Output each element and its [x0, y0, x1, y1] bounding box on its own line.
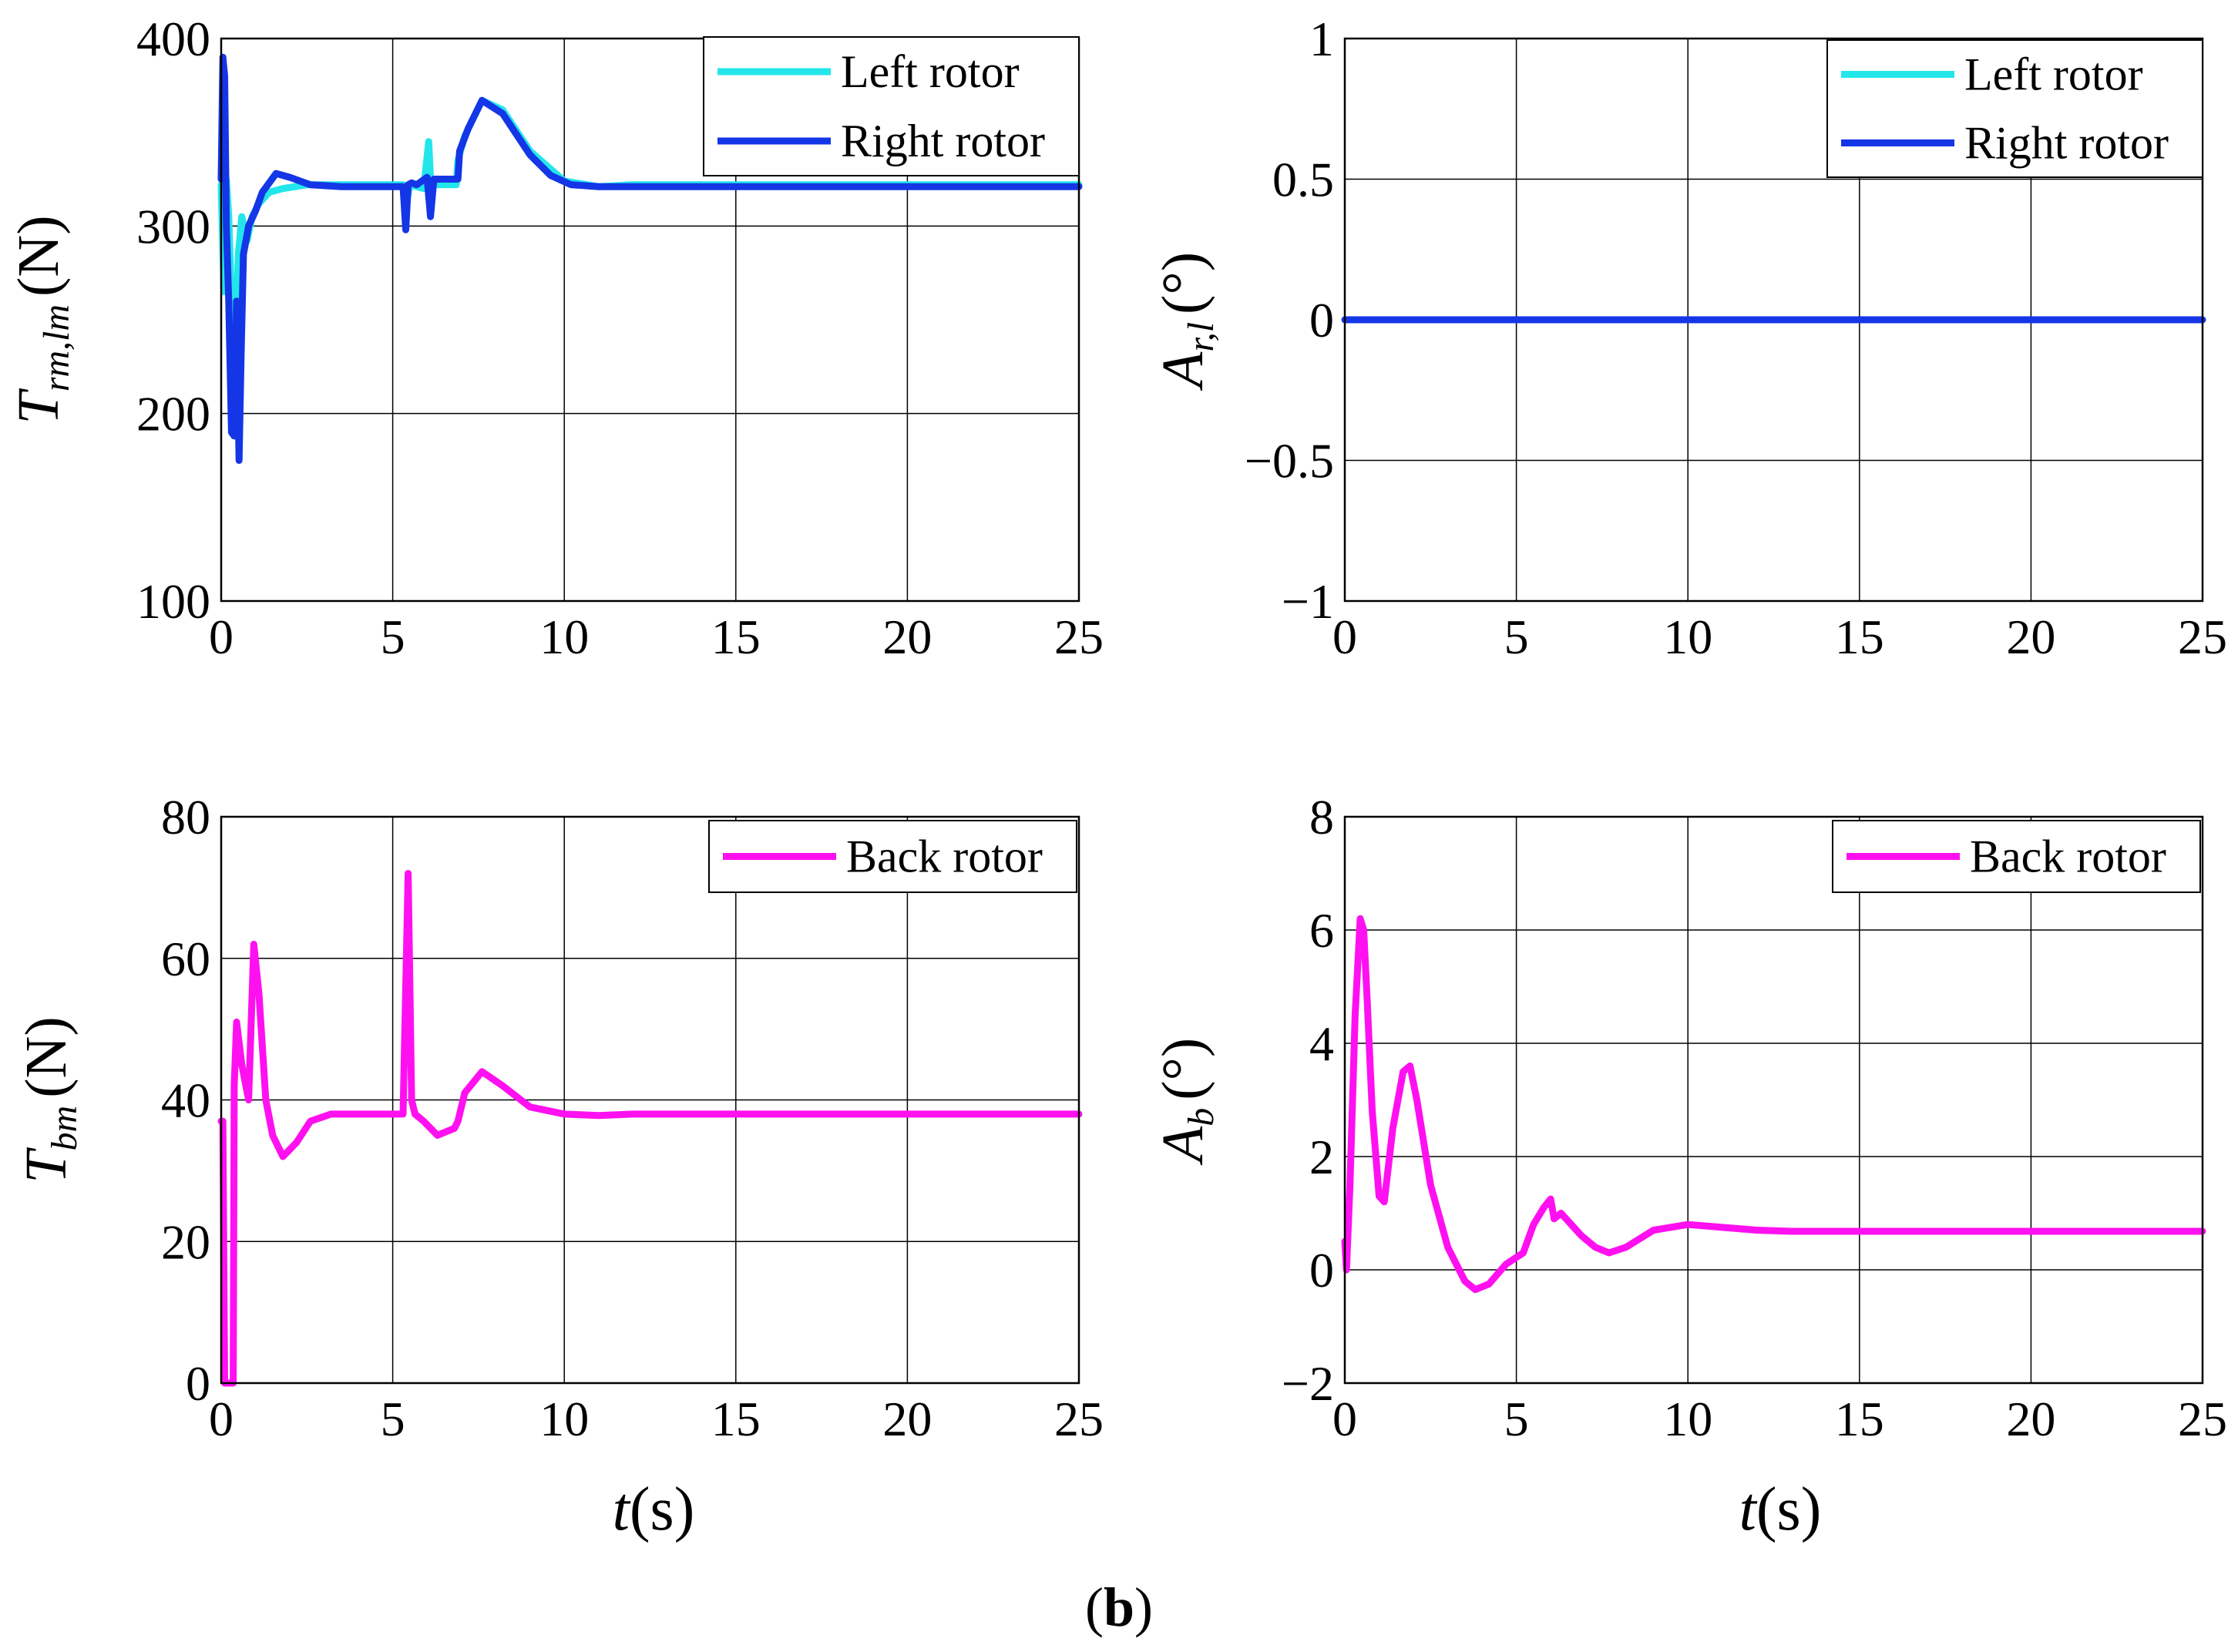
x-tick-label: 5	[381, 609, 405, 664]
y-axis-label-unit: (°)	[1151, 1038, 1215, 1100]
legend-label: Left rotor	[1964, 49, 2143, 100]
y-tick-label: 0	[186, 1356, 210, 1411]
axes-box	[220, 815, 1080, 1385]
series-line-right-rotor	[217, 53, 1083, 464]
y-axis-label-unit: (N)	[6, 215, 71, 297]
y-axis-label-symbol: T	[14, 1147, 79, 1184]
figure-caption: (b)	[1085, 1576, 1153, 1638]
y-tick-label: 8	[1309, 790, 1334, 844]
y-axis-label: Ab (°)	[1151, 1038, 1221, 1166]
panel-tbm: 0 5 10 15 20 25 0 20 40 60 80 Tbm (N) Back rotor	[14, 790, 1104, 1446]
x-tick-label: 25	[2178, 1392, 2227, 1446]
series-line-back-rotor	[217, 870, 1083, 1387]
y-axis-label-unit: (N)	[14, 1016, 79, 1098]
x-tick-label: 10	[539, 1392, 589, 1446]
x-tick-label: 0	[209, 1392, 234, 1446]
y-tick-label: 60	[161, 932, 210, 986]
y-tick-label: 300	[136, 199, 210, 254]
x-tick-label: 5	[1504, 609, 1529, 664]
series-line-back-rotor	[1341, 915, 2206, 1294]
y-tick-label: −2	[1282, 1356, 1334, 1411]
y-tick-label: 6	[1309, 903, 1334, 958]
axes-box	[1343, 815, 2204, 1385]
y-tick-label: 40	[161, 1073, 210, 1128]
x-tick-label: 15	[711, 1392, 761, 1446]
y-axis-label-subscript: bm	[44, 1106, 85, 1151]
x-tick-label: 20	[2006, 1392, 2055, 1446]
x-axis-label-right: t(s)	[1739, 1476, 1822, 1543]
x-tick-label: 20	[882, 1392, 932, 1446]
y-axis-label: Trm,lm (N)	[6, 215, 77, 424]
x-tick-label: 20	[882, 609, 932, 664]
x-tick-label: 5	[381, 1392, 405, 1446]
y-axis-label: Ar,l (°)	[1151, 252, 1221, 391]
y-tick-label: 200	[136, 387, 210, 442]
y-tick-label: −0.5	[1245, 434, 1334, 489]
y-axis-label-unit: (°)	[1151, 252, 1215, 314]
y-axis-label-subscript: r,l	[1181, 322, 1221, 352]
y-tick-label: 0	[1309, 1243, 1334, 1298]
y-tick-label: 20	[161, 1214, 210, 1269]
x-tick-label: 10	[539, 609, 589, 664]
legend-label: Left rotor	[841, 46, 1020, 97]
y-axis-label-symbol: T	[6, 388, 71, 425]
x-tick-label: 20	[2006, 609, 2055, 664]
legend-label: Back rotor	[846, 831, 1043, 882]
legend-label: Right rotor	[1964, 118, 2169, 169]
legend-box	[703, 36, 1080, 176]
y-tick-label: 80	[161, 790, 210, 844]
y-axis-label: Tbm (N)	[14, 1016, 85, 1183]
legend-label: Right rotor	[841, 116, 1045, 166]
x-tick-label: 10	[1663, 609, 1712, 664]
y-tick-label: 1	[1309, 12, 1334, 66]
legend-box	[1826, 39, 2203, 178]
x-tick-label: 25	[1054, 1392, 1104, 1446]
y-axis-label-subscript: rm,lm	[36, 304, 77, 391]
x-tick-label: 15	[711, 609, 761, 664]
axes-box	[1343, 37, 2204, 603]
plot-area	[1345, 817, 2203, 1383]
axes-box	[220, 37, 1080, 603]
y-tick-label: 2	[1309, 1130, 1334, 1184]
y-axis-label-symbol: A	[1151, 1126, 1215, 1166]
x-tick-label: 0	[1332, 609, 1357, 664]
panel-arl: 0 5 10 15 20 25 −1 −0.5 0 0.5 1 Ar,l (°) Left rotor Ri…	[1151, 12, 2227, 664]
panel-trm-lm: 0 5 10 15 20 25 100 200 300 400 Trm,lm (N) Left roto…	[6, 12, 1104, 664]
y-tick-label: 100	[136, 574, 210, 629]
y-axis-label-subscript: b	[1181, 1108, 1221, 1127]
x-tick-label: 25	[2178, 609, 2227, 664]
y-tick-label: −1	[1282, 574, 1334, 629]
x-tick-label: 5	[1504, 1392, 1529, 1446]
x-axis-label-left: t(s)	[613, 1476, 695, 1543]
y-tick-label: 0	[1309, 293, 1334, 348]
x-tick-label: 25	[1054, 609, 1104, 664]
y-tick-label: 0.5	[1272, 153, 1334, 207]
y-axis-label-symbol: A	[1151, 351, 1215, 391]
y-tick-label: 4	[1309, 1016, 1334, 1071]
y-tick-label: 400	[136, 12, 210, 66]
x-tick-label: 15	[1835, 609, 1884, 664]
legend-label: Back rotor	[1970, 831, 2166, 882]
x-tick-label: 0	[209, 609, 234, 664]
x-tick-label: 10	[1663, 1392, 1712, 1446]
x-tick-label: 0	[1332, 1392, 1357, 1446]
x-tick-label: 15	[1835, 1392, 1884, 1446]
